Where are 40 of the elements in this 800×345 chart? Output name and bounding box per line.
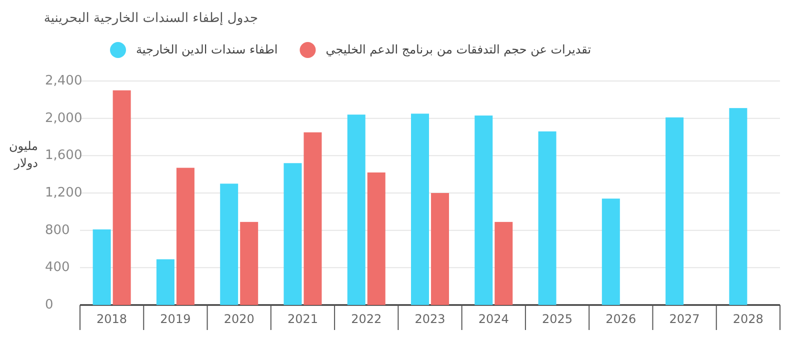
bar — [176, 168, 194, 305]
bar — [112, 90, 131, 305]
y-tick-label: 800 — [45, 222, 70, 238]
y-tick-label: 400 — [45, 260, 70, 276]
y-tick-label: 1,200 — [45, 186, 82, 201]
x-tick-label: 2022 — [351, 312, 382, 326]
bar — [156, 259, 174, 305]
x-tick-label: 2021 — [287, 312, 318, 326]
bar — [431, 193, 449, 305]
bar — [729, 108, 748, 305]
bar — [347, 114, 366, 305]
bar — [538, 131, 556, 305]
legend-label: تقديرات عن حجم التدفقات من برنامج الدعم الخليجي — [326, 42, 592, 56]
x-tick-label: 2027 — [669, 312, 700, 326]
y-tick-label: 2,000 — [45, 110, 82, 126]
bar — [92, 229, 111, 305]
bar — [220, 184, 238, 305]
y-tick-label: 0 — [45, 298, 54, 313]
x-tick-label: 2025 — [542, 312, 573, 326]
bar — [494, 222, 513, 305]
x-tick-label: 2018 — [96, 312, 128, 326]
y-axis-title: مليون دولار — [8, 139, 38, 170]
bar — [284, 163, 302, 305]
bar — [666, 117, 684, 305]
bar — [367, 172, 386, 305]
bar — [602, 198, 620, 305]
x-tick-label: 2024 — [478, 312, 509, 326]
x-tick-label: 2026 — [606, 312, 636, 326]
bar — [411, 114, 429, 305]
bar — [304, 132, 322, 305]
y-tick-label: 1,600 — [45, 148, 82, 164]
chart-title: جدول إطفاء السندات الخارجية البحرينية — [44, 11, 258, 26]
x-tick-label: 2019 — [160, 312, 191, 326]
legend-label: اطفاء سندات الدين الخارجية — [136, 42, 278, 56]
bar — [474, 116, 493, 305]
x-tick-label: 2028 — [732, 312, 764, 326]
bar — [240, 222, 258, 305]
x-tick-label: 2020 — [224, 312, 254, 326]
y-tick-label: 2,400 — [45, 74, 82, 89]
x-tick-label: 2023 — [414, 312, 446, 326]
